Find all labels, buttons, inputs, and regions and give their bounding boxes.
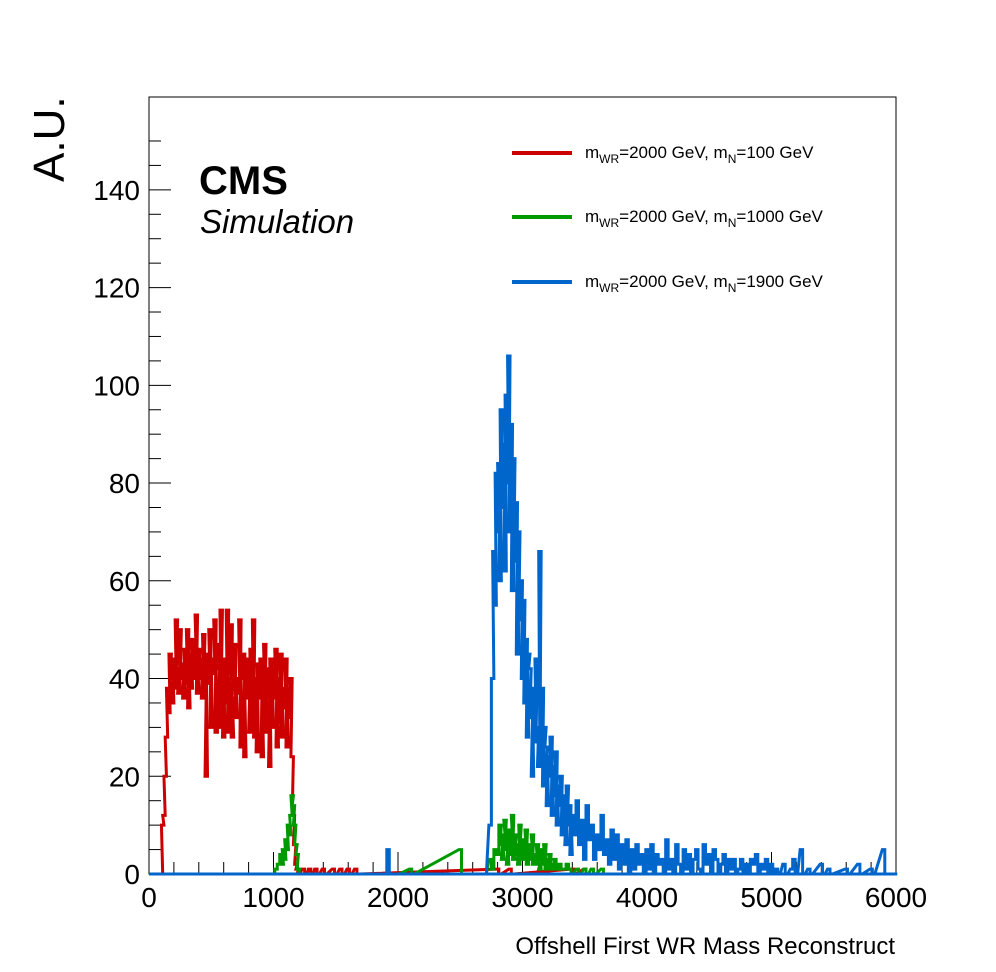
legend: mWR=2000 GeV, mN=100 GeV mWR=2000 GeV, mN… xyxy=(512,143,824,295)
y-axis-ticks: 0 20 40 60 80 100 120 140 xyxy=(93,140,171,890)
y-tick-label: 140 xyxy=(93,175,140,206)
y-tick-label: 80 xyxy=(109,468,140,499)
y-tick-label: 120 xyxy=(93,273,140,304)
series-layer xyxy=(149,354,898,876)
legend-entry-3: mWR=2000 GeV, mN=1900 GeV xyxy=(585,272,824,295)
legend-entry-1: mWR=2000 GeV, mN=100 GeV xyxy=(585,143,814,166)
y-tick-label: 100 xyxy=(93,370,140,401)
cms-label: CMS xyxy=(199,159,288,203)
simulation-label: Simulation xyxy=(200,203,354,240)
series-line-3 xyxy=(384,354,898,876)
y-tick-label: 60 xyxy=(109,566,140,597)
x-axis-ticks: 0 1000 2000 3000 4000 5000 6000 xyxy=(141,852,927,913)
y-tick-label: 20 xyxy=(109,761,140,792)
y-axis-label: A.U. xyxy=(25,96,74,182)
x-tick-label: 2000 xyxy=(367,882,429,913)
x-axis-label: Offshell First WR Mass Reconstruct xyxy=(515,933,895,960)
x-tick-label: 5000 xyxy=(740,882,802,913)
series-line-1 xyxy=(159,608,599,876)
x-tick-label: 1000 xyxy=(242,882,304,913)
series-line-2 xyxy=(272,794,606,876)
y-tick-label: 0 xyxy=(124,859,140,890)
y-tick-label: 40 xyxy=(109,664,140,695)
legend-entry-2: mWR=2000 GeV, mN=1000 GeV xyxy=(585,207,824,230)
x-tick-label: 6000 xyxy=(865,882,927,913)
x-tick-label: 0 xyxy=(141,882,157,913)
x-tick-label: 3000 xyxy=(491,882,553,913)
x-tick-label: 4000 xyxy=(616,882,678,913)
